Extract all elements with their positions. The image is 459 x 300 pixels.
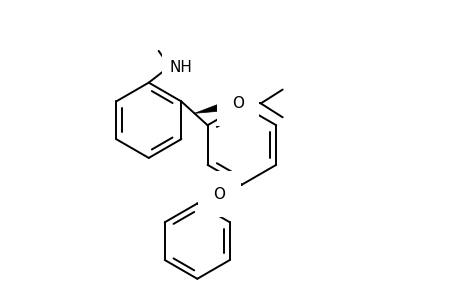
Text: O: O: [231, 96, 244, 111]
Text: O: O: [213, 187, 225, 202]
Polygon shape: [194, 100, 230, 113]
Text: NH: NH: [169, 60, 192, 75]
